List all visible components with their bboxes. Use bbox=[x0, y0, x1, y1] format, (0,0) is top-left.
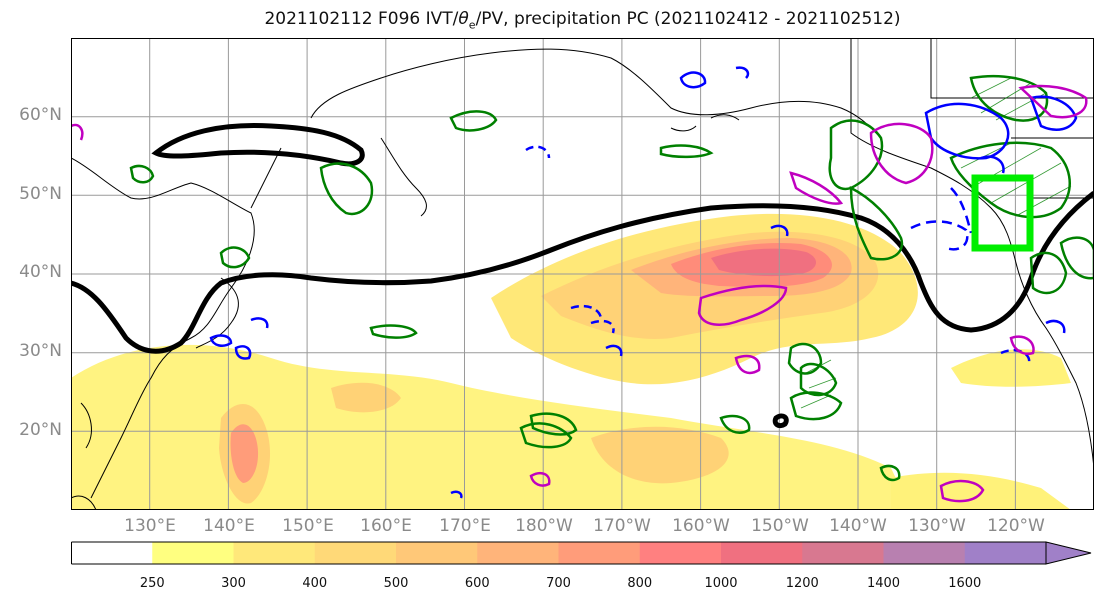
colorbar-extend-arrow bbox=[1045, 541, 1092, 565]
graticule bbox=[71, 38, 1094, 510]
region-box bbox=[971, 174, 1034, 252]
colorbar-cell bbox=[721, 542, 803, 564]
colorbar bbox=[71, 541, 1092, 565]
coastlines bbox=[71, 38, 1094, 510]
lon-label-140e: 140°E bbox=[203, 516, 255, 536]
lon-label-180w: 180°W bbox=[515, 516, 573, 536]
map-panel bbox=[71, 38, 1094, 510]
colorbar-cell bbox=[314, 542, 397, 564]
lon-label-130w: 130°W bbox=[908, 516, 966, 536]
colorbar-tick-label: 1600 bbox=[948, 576, 982, 591]
colorbar-tick-label: 1000 bbox=[704, 576, 738, 591]
map-canvas bbox=[71, 38, 1094, 510]
colorbar-tick-label: 1400 bbox=[866, 576, 901, 591]
lat-label-50: 50°N bbox=[19, 184, 62, 204]
colorbar-cell bbox=[233, 542, 316, 564]
colorbar-tick-label: 800 bbox=[627, 576, 653, 591]
lat-label-60: 60°N bbox=[19, 105, 62, 125]
colorbar-tick-label: 500 bbox=[383, 576, 409, 591]
lon-label-160e: 160°E bbox=[360, 516, 412, 536]
colorbar-cell bbox=[964, 542, 1047, 564]
lon-label-150w: 150°W bbox=[751, 516, 809, 536]
colorbar-tick-label: 300 bbox=[221, 576, 246, 591]
lon-label-130e: 130°E bbox=[124, 516, 176, 536]
lat-label-30: 30°N bbox=[19, 341, 62, 361]
colorbar-tick-label: 400 bbox=[302, 576, 328, 591]
lon-label-170e: 170°E bbox=[439, 516, 491, 536]
colorbar-cell bbox=[883, 542, 966, 564]
colorbar-cells bbox=[71, 542, 1047, 564]
colorbar-cell bbox=[152, 542, 234, 564]
colorbar-cell bbox=[558, 542, 641, 564]
lon-label-140w: 140°W bbox=[829, 516, 887, 536]
lon-label-170w: 170°W bbox=[593, 516, 651, 536]
lat-label-20: 20°N bbox=[19, 420, 62, 440]
colorbar-tick-label: 600 bbox=[464, 576, 490, 591]
colorbar-tick-label: 700 bbox=[546, 576, 571, 591]
theta-contours bbox=[71, 84, 1088, 503]
colorbar-cell bbox=[639, 542, 722, 564]
precip-hatching bbox=[800, 77, 1072, 409]
lon-label-150e: 150°E bbox=[282, 516, 334, 536]
lat-label-40: 40°N bbox=[19, 262, 62, 282]
colorbar-cell bbox=[802, 542, 884, 564]
pv-contours bbox=[209, 66, 1078, 499]
jet-contour bbox=[71, 123, 1094, 429]
colorbar-tick-label: 250 bbox=[139, 576, 165, 591]
lon-label-120w: 120°W bbox=[987, 516, 1045, 536]
lon-label-160w: 160°W bbox=[672, 516, 730, 536]
colorbar-cell bbox=[71, 542, 153, 564]
colorbar-tick-label: 1200 bbox=[785, 576, 819, 591]
colorbar-cell bbox=[477, 542, 559, 564]
colorbar-cell bbox=[396, 542, 478, 564]
map-title: 2021102112 F096 IVT/θe/PV, precipitation… bbox=[264, 9, 901, 32]
